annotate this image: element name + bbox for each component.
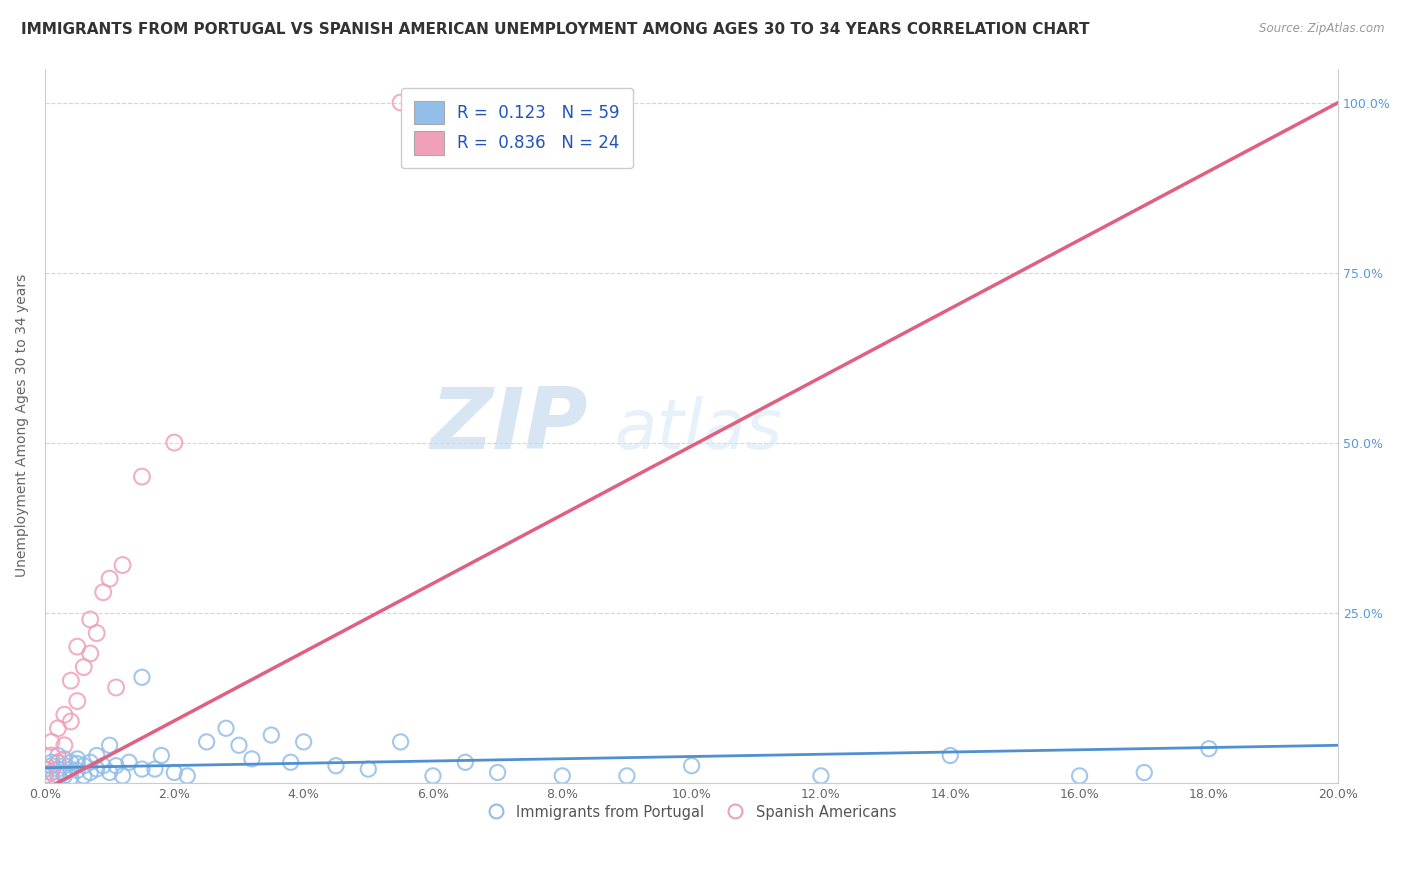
Point [150, 748, 173, 763]
Point [810, 769, 832, 783]
Point [53, 752, 76, 766]
Point [59, 770, 82, 784]
Point [240, 752, 263, 766]
Point [79, 756, 101, 770]
Point [46, 721, 69, 735]
Point [131, 762, 153, 776]
Point [1069, 769, 1091, 783]
Point [91, 585, 114, 599]
Point [1198, 741, 1220, 756]
Point [292, 735, 315, 749]
Point [176, 769, 198, 783]
Point [111, 558, 134, 572]
Point [46, 756, 69, 770]
Point [53, 769, 76, 783]
Point [260, 728, 283, 742]
Legend: Immigrants from Portugal, Spanish Americans: Immigrants from Portugal, Spanish Americ… [481, 798, 901, 825]
Point [389, 95, 412, 110]
Point [195, 735, 218, 749]
Text: IMMIGRANTS FROM PORTUGAL VS SPANISH AMERICAN UNEMPLOYMENT AMONG AGES 30 TO 34 YE: IMMIGRANTS FROM PORTUGAL VS SPANISH AMER… [21, 22, 1090, 37]
Point [357, 762, 380, 776]
Point [280, 756, 302, 770]
Point [454, 756, 477, 770]
Point [59, 762, 82, 776]
Point [389, 735, 412, 749]
Point [118, 756, 141, 770]
Point [86, 748, 108, 763]
Point [66, 694, 89, 708]
Point [98, 739, 121, 753]
Point [66, 756, 89, 771]
Point [131, 469, 153, 483]
Point [34, 762, 56, 776]
Point [46, 769, 69, 783]
Point [422, 769, 444, 783]
Point [143, 762, 166, 776]
Point [53, 707, 76, 722]
Point [41, 772, 63, 787]
Point [46, 748, 69, 763]
Point [41, 756, 63, 770]
Point [66, 640, 89, 654]
Point [105, 681, 128, 695]
Point [98, 765, 121, 780]
Point [163, 765, 186, 780]
Point [79, 765, 101, 780]
Text: Source: ZipAtlas.com: Source: ZipAtlas.com [1260, 22, 1385, 36]
Point [105, 758, 128, 772]
Point [41, 748, 63, 763]
Text: ZIP: ZIP [430, 384, 588, 467]
Point [131, 670, 153, 684]
Point [79, 612, 101, 626]
Point [86, 762, 108, 776]
Point [91, 758, 114, 772]
Point [616, 769, 638, 783]
Point [215, 721, 238, 735]
Point [73, 660, 96, 674]
Point [79, 647, 101, 661]
Point [53, 739, 76, 753]
Point [325, 758, 347, 772]
Point [34, 769, 56, 783]
Point [41, 765, 63, 780]
Point [73, 758, 96, 772]
Point [34, 762, 56, 776]
Point [53, 765, 76, 780]
Point [46, 756, 69, 770]
Point [41, 765, 63, 780]
Point [41, 758, 63, 772]
Point [46, 762, 69, 776]
Point [1133, 765, 1156, 780]
Point [98, 572, 121, 586]
Text: atlas: atlas [614, 396, 782, 463]
Point [228, 739, 250, 753]
Point [86, 626, 108, 640]
Point [66, 764, 89, 778]
Point [59, 714, 82, 729]
Point [41, 735, 63, 749]
Point [163, 435, 186, 450]
Point [53, 758, 76, 772]
Y-axis label: Unemployment Among Ages 30 to 34 years: Unemployment Among Ages 30 to 34 years [15, 274, 30, 577]
Point [486, 765, 509, 780]
Point [59, 673, 82, 688]
Point [111, 769, 134, 783]
Point [939, 748, 962, 763]
Point [73, 769, 96, 783]
Point [681, 758, 703, 772]
Point [551, 769, 574, 783]
Point [34, 769, 56, 783]
Point [59, 756, 82, 770]
Point [66, 752, 89, 766]
